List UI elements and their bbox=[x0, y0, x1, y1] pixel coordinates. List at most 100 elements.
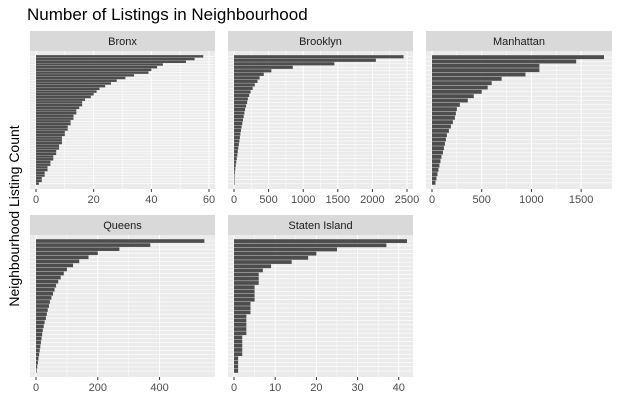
bar-staten-island bbox=[234, 356, 239, 361]
bar-manhattan bbox=[432, 128, 449, 133]
facet-strip-queens bbox=[30, 215, 215, 235]
bar-queens bbox=[36, 361, 38, 365]
bar-manhattan bbox=[432, 159, 441, 164]
bar-bronx bbox=[36, 63, 163, 66]
chart-title: Number of Listings in Neighbourhood bbox=[27, 5, 308, 24]
x-tick-label-manhattan: 1500 bbox=[569, 194, 593, 206]
bar-manhattan bbox=[432, 55, 605, 60]
bar-queens bbox=[36, 263, 74, 268]
bar-brooklyn bbox=[234, 132, 241, 136]
bar-queens bbox=[36, 243, 151, 247]
x-tick-label-brooklyn: 2500 bbox=[395, 194, 419, 206]
bar-brooklyn bbox=[234, 157, 237, 161]
bar-bronx bbox=[36, 55, 204, 58]
bar-manhattan bbox=[432, 107, 457, 112]
bar-staten-island bbox=[234, 243, 387, 248]
bar-staten-island bbox=[234, 314, 247, 319]
bar-brooklyn bbox=[234, 160, 237, 164]
bar-brooklyn bbox=[234, 97, 248, 101]
bar-bronx bbox=[36, 149, 57, 153]
x-tick-label-staten-island: 20 bbox=[310, 382, 322, 394]
bar-brooklyn bbox=[234, 128, 241, 133]
bar-queens bbox=[36, 340, 41, 345]
bar-brooklyn bbox=[234, 76, 260, 80]
facet-queens: Queens 0 200 400 bbox=[30, 215, 215, 394]
bar-staten-island bbox=[234, 297, 255, 302]
bar-manhattan bbox=[432, 133, 447, 138]
bar-manhattan bbox=[432, 94, 474, 99]
bar-staten-island bbox=[234, 239, 407, 243]
bar-brooklyn bbox=[234, 72, 264, 76]
bar-brooklyn bbox=[234, 181, 235, 185]
bar-queens bbox=[36, 316, 46, 321]
bar-manhattan bbox=[432, 176, 437, 181]
bar-queens bbox=[36, 291, 53, 296]
bar-bronx bbox=[36, 128, 68, 131]
bar-brooklyn bbox=[234, 178, 235, 182]
bar-brooklyn bbox=[234, 107, 246, 112]
bar-bronx bbox=[36, 103, 83, 107]
bar-brooklyn bbox=[234, 150, 238, 154]
bar-staten-island bbox=[234, 348, 243, 352]
facet-strip-manhattan bbox=[426, 31, 612, 51]
bar-bronx bbox=[36, 84, 106, 88]
bar-bronx bbox=[36, 160, 51, 164]
facet-bronx: Bronx 0 20 40 60 bbox=[30, 31, 215, 206]
bar-staten-island bbox=[234, 331, 247, 336]
bar-bronx bbox=[36, 120, 71, 123]
bar-manhattan bbox=[432, 85, 488, 90]
bar-queens bbox=[36, 259, 80, 264]
facet-strip-staten-island bbox=[228, 215, 413, 235]
bar-brooklyn bbox=[234, 139, 240, 143]
bar-queens bbox=[36, 328, 43, 333]
bar-brooklyn bbox=[234, 62, 335, 66]
bar-queens bbox=[36, 279, 59, 284]
bar-queens bbox=[36, 296, 52, 300]
bar-brooklyn bbox=[234, 174, 235, 178]
bar-bronx bbox=[36, 65, 158, 69]
bar-manhattan bbox=[432, 150, 443, 155]
bar-staten-island bbox=[234, 260, 292, 264]
bar-staten-island bbox=[234, 268, 263, 273]
bar-staten-island bbox=[234, 360, 239, 365]
bar-bronx bbox=[36, 171, 45, 175]
bar-bronx bbox=[36, 76, 126, 80]
bar-queens bbox=[36, 336, 42, 341]
bar-queens bbox=[36, 271, 64, 276]
bar-brooklyn bbox=[234, 100, 248, 105]
bar-bronx bbox=[36, 68, 152, 72]
x-tick-label-bronx: 40 bbox=[145, 194, 157, 206]
x-tick-label-brooklyn: 500 bbox=[259, 194, 277, 206]
bar-manhattan bbox=[432, 124, 451, 129]
x-tick-label-bronx: 20 bbox=[88, 194, 100, 206]
x-tick-label-staten-island: 30 bbox=[351, 382, 363, 394]
bar-brooklyn bbox=[234, 121, 243, 126]
bar-bronx bbox=[36, 122, 71, 126]
bar-bronx bbox=[36, 166, 48, 169]
bar-manhattan bbox=[432, 98, 468, 103]
facet-strip-label-bronx: Bronx bbox=[108, 36, 137, 48]
bar-staten-island bbox=[234, 293, 255, 298]
bar-queens bbox=[36, 348, 40, 353]
bar-queens bbox=[36, 308, 48, 312]
x-tick-label-staten-island: 10 bbox=[269, 382, 281, 394]
bar-manhattan bbox=[432, 172, 438, 177]
x-tick-label-staten-island: 40 bbox=[393, 382, 405, 394]
bar-manhattan bbox=[432, 68, 540, 73]
bar-queens bbox=[36, 300, 50, 304]
bar-bronx bbox=[36, 139, 62, 142]
bar-bronx bbox=[36, 136, 62, 139]
bar-queens bbox=[36, 287, 55, 292]
bar-manhattan bbox=[432, 63, 540, 68]
x-tick-label-manhattan: 1000 bbox=[519, 194, 543, 206]
bar-bronx bbox=[36, 112, 77, 115]
bar-bronx bbox=[36, 95, 91, 99]
bar-manhattan bbox=[432, 154, 442, 159]
x-tick-label-manhattan: 500 bbox=[473, 194, 491, 206]
bar-brooklyn bbox=[234, 164, 236, 168]
bar-manhattan bbox=[432, 81, 492, 86]
bar-brooklyn bbox=[234, 171, 235, 175]
bar-bronx bbox=[36, 144, 60, 147]
bar-bronx bbox=[36, 147, 60, 150]
bar-brooklyn bbox=[234, 111, 245, 115]
